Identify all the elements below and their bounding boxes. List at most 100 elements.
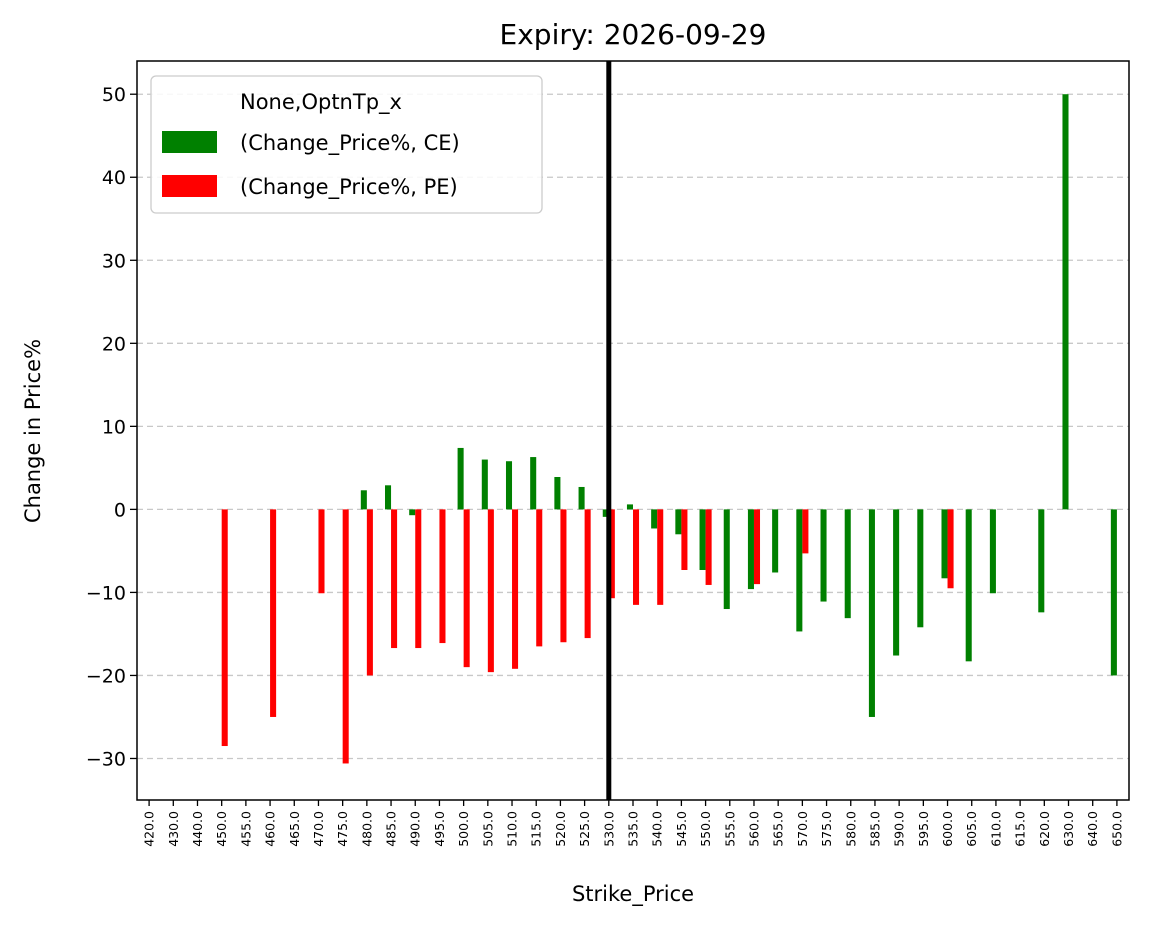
x-tick-label: 465.0 [287,811,302,847]
chart-title: Expiry: 2026-09-29 [500,18,767,51]
x-tick-label: 440.0 [190,811,205,847]
x-tick-label: 550.0 [698,811,713,847]
bar-pe-510.0 [512,509,519,669]
bar-pe-495.0 [439,509,446,644]
bar-ce-530.0 [602,509,609,517]
x-tick-label: 520.0 [553,811,568,847]
x-tick-label: 430.0 [166,811,181,847]
x-tick-label: 515.0 [529,811,544,847]
bar-pe-550.0 [705,509,712,585]
bar-ce-605.0 [965,509,972,662]
legend-swatch-pe [162,175,217,197]
bar-ce-650.0 [1110,509,1117,676]
x-tick-label: 525.0 [577,811,592,847]
bar-ce-510.0 [505,461,513,510]
legend-label-ce: (Change_Price%, CE) [240,131,460,156]
x-tick-label: 470.0 [311,811,326,847]
bar-pe-460.0 [270,509,277,717]
bar-pe-545.0 [681,509,688,570]
bar-ce-555.0 [723,509,730,610]
bar-pe-520.0 [560,509,567,643]
bar-ce-520.0 [554,476,561,510]
bar-pe-480.0 [366,509,373,676]
bar-pe-540.0 [657,509,664,605]
bar-ce-485.0 [385,485,392,510]
y-tick-label: 30 [102,250,126,272]
bar-ce-525.0 [578,486,585,510]
bar-pe-450.0 [221,509,228,747]
x-tick-label: 505.0 [480,811,495,847]
bar-ce-570.0 [796,509,803,632]
x-axis-label: Strike_Price [572,882,694,907]
bar-ce-585.0 [868,509,875,717]
x-axis-ticks: 420.0 430.0 440.0 450.0 455.0 460.0 465.0 470.0… [142,800,1124,847]
x-tick-label: 490.0 [408,811,423,847]
y-tick-label: 10 [102,416,126,438]
bar-ce-595.0 [917,509,924,628]
bar-ce-630.0 [1062,94,1069,510]
bar-pe-515.0 [536,509,543,647]
bar-ce-600.0 [941,509,948,579]
bar-ce-500.0 [457,447,464,510]
x-tick-label: 600.0 [940,811,955,847]
legend: None,OptnTp_x (Change_Price%, CE) (Chang… [150,75,543,214]
x-tick-label: 480.0 [359,811,374,847]
bar-pe-560.0 [753,509,761,585]
bar-ce-610.0 [989,509,996,594]
x-tick-label: 560.0 [746,811,761,847]
bar-ce-515.0 [530,457,537,510]
bar-pe-535.0 [633,509,640,605]
x-tick-label: 580.0 [843,811,858,847]
x-tick-label: 570.0 [795,811,810,847]
bar-pe-570.0 [802,509,809,554]
bar-ce-540.0 [651,509,658,529]
bar-ce-480.0 [360,490,367,510]
bar-pe-530.0 [608,509,615,599]
x-tick-label: 540.0 [650,811,665,847]
x-tick-label: 575.0 [819,811,834,847]
bar-ce-505.0 [481,459,488,510]
x-tick-label: 460.0 [263,811,278,847]
x-tick-label: 610.0 [988,811,1003,847]
bar-ce-545.0 [675,509,682,535]
bar-ce-565.0 [772,509,779,573]
bar-pe-500.0 [463,509,470,668]
bars [221,94,1117,764]
x-tick-label: 510.0 [505,811,520,847]
bar-ce-535.0 [626,504,633,510]
y-axis-label: Change in Price% [21,339,45,523]
legend-title: None,OptnTp_x [240,90,402,115]
bar-ce-560.0 [747,509,754,590]
y-tick-label: 40 [102,167,126,189]
legend-label-pe: (Change_Price%, PE) [240,175,458,200]
x-tick-label: 585.0 [867,811,882,847]
bar-ce-490.0 [409,509,416,516]
x-tick-label: 565.0 [771,811,786,847]
y-tick-label: −20 [86,665,126,687]
x-tick-label: 420.0 [142,811,157,847]
x-tick-label: 650.0 [1109,811,1124,847]
x-tick-label: 555.0 [722,811,737,847]
x-tick-label: 485.0 [384,811,399,847]
x-tick-label: 545.0 [674,811,689,847]
x-tick-label: 630.0 [1061,811,1076,847]
y-tick-label: −30 [86,748,126,770]
bar-ce-620.0 [1038,509,1045,613]
x-tick-label: 620.0 [1037,811,1052,847]
bar-pe-525.0 [584,509,591,639]
bar-pe-490.0 [415,509,422,649]
y-tick-label: 50 [102,84,126,106]
bar-ce-575.0 [820,509,827,602]
bar-pe-485.0 [391,509,398,649]
x-tick-label: 455.0 [238,811,253,847]
bar-pe-470.0 [318,509,325,594]
x-tick-label: 500.0 [456,811,471,847]
x-tick-label: 535.0 [626,811,641,847]
bar-pe-475.0 [342,509,349,764]
x-tick-label: 475.0 [335,811,350,847]
x-tick-label: 640.0 [1085,811,1100,847]
bar-ce-590.0 [893,509,900,656]
x-tick-label: 590.0 [892,811,907,847]
x-tick-label: 530.0 [601,811,616,847]
